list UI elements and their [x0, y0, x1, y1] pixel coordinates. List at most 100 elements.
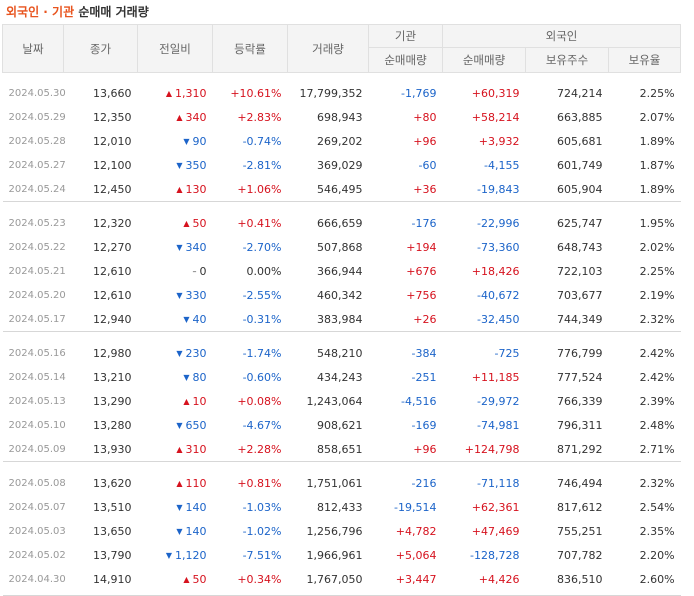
date-cell: 2024.05.16: [8, 347, 66, 359]
ratio-cell: 2.02%: [639, 240, 675, 254]
table-row: 2024.05.24 12,450 ▲ 130 +1.06% 546,495 +36 -19,…: [3, 177, 681, 202]
down-triangle-icon: ▼: [183, 314, 190, 324]
foreign-net-cell: +47,469: [471, 524, 520, 538]
down-triangle-icon: ▼: [176, 420, 183, 430]
inst-net-cell: +3,447: [395, 572, 437, 586]
table-row: 2024.05.10 13,280 ▼ 650 -4.67% 908,621 -169 -74…: [3, 413, 681, 437]
rate-cell: -7.51%: [242, 548, 282, 562]
change-cell: ▼ 340: [138, 235, 213, 259]
rate-cell: -1.74%: [242, 346, 282, 360]
holdings-cell: 724,214: [557, 86, 603, 100]
holdings-cell: 707,782: [557, 548, 603, 562]
rate-cell: +0.08%: [237, 394, 282, 408]
change-cell: ▼ 330: [138, 283, 213, 307]
rate-cell: +2.28%: [237, 442, 282, 456]
rate-cell: -2.81%: [242, 158, 282, 172]
holdings-cell: 766,339: [557, 394, 603, 408]
volume-cell: 812,433: [317, 500, 363, 514]
table-row: 2024.05.28 12,010 ▼ 90 -0.74% 269,202 +96 +3,93…: [3, 129, 681, 153]
close-cell: 13,650: [93, 524, 132, 538]
inst-net-cell: -169: [411, 418, 437, 432]
rate-cell: -1.02%: [242, 524, 282, 538]
ratio-cell: 2.20%: [639, 548, 675, 562]
up-triangle-icon: ▲: [176, 184, 183, 194]
table-row: 2024.05.14 13,210 ▼ 80 -0.60% 434,243 -251 +11,…: [3, 365, 681, 389]
volume-cell: 369,029: [317, 158, 363, 172]
date-cell: 2024.05.07: [8, 501, 66, 513]
close-cell: 12,610: [93, 264, 132, 278]
close-cell: 12,980: [93, 346, 132, 360]
close-cell: 12,350: [93, 110, 132, 124]
change-cell: ▼ 40: [138, 307, 213, 332]
change-value: 340: [185, 240, 207, 254]
ratio-cell: 2.07%: [639, 110, 675, 124]
inst-net-cell: +5,064: [395, 548, 437, 562]
holdings-cell: 817,612: [557, 500, 603, 514]
holdings-cell: 796,311: [557, 418, 603, 432]
holdings-cell: 703,677: [557, 288, 603, 302]
inst-net-cell: +4,782: [395, 524, 437, 538]
change-cell: ▲ 110: [138, 471, 213, 495]
date-cell: 2024.05.02: [8, 549, 66, 561]
rate-cell: -4.67%: [242, 418, 282, 432]
table-row: 2024.05.13 13,290 ▲ 10 +0.08% 1,243,064 -4,516…: [3, 389, 681, 413]
date-cell: 2024.05.24: [8, 183, 66, 195]
inst-net-cell: +26: [413, 312, 437, 326]
table-bottom-border: [2, 591, 681, 596]
table-body: 2024.05.30 13,660 ▲ 1,310 +10.61% 17,799,352-…: [2, 73, 681, 596]
table-row: 2024.05.17 12,940 ▼ 40 -0.31% 383,984 +26 -32,4…: [3, 307, 681, 332]
change-value: 140: [185, 524, 207, 538]
foreign-net-cell: -29,972: [477, 394, 520, 408]
close-cell: 13,280: [93, 418, 132, 432]
col-header-ratio: 보유율: [607, 47, 682, 73]
change-value: 230: [185, 346, 207, 360]
foreign-net-cell: -128,728: [470, 548, 520, 562]
table-row: 2024.05.30 13,660 ▲ 1,310 +10.61% 17,799,352 -…: [3, 81, 681, 105]
foreign-net-cell: -71,118: [477, 476, 520, 490]
change-cell: –0: [138, 259, 213, 283]
close-cell: 14,910: [93, 572, 132, 586]
ratio-cell: 2.42%: [639, 346, 675, 360]
foreign-net-cell: -725: [494, 346, 520, 360]
close-cell: 12,610: [93, 288, 132, 302]
change-value: 80: [192, 370, 207, 384]
rate-cell: -0.74%: [242, 134, 282, 148]
inst-net-cell: +756: [406, 288, 437, 302]
ratio-cell: 2.60%: [639, 572, 675, 586]
col-header-rate: 등락률: [212, 24, 288, 73]
close-cell: 12,100: [93, 158, 132, 172]
rate-cell: +2.83%: [237, 110, 282, 124]
separator-cell: [2, 461, 681, 471]
ratio-cell: 2.25%: [639, 264, 675, 278]
date-cell: 2024.05.27: [8, 159, 66, 171]
holdings-cell: 605,904: [557, 182, 603, 196]
volume-cell: 858,651: [317, 442, 363, 456]
foreign-net-cell: +58,214: [471, 110, 520, 124]
change-cell: ▲ 340: [138, 105, 213, 129]
change-value: 310: [185, 442, 207, 456]
table-row: 2024.05.16 12,980 ▼ 230 -1.74% 548,210 -384 -72…: [3, 341, 681, 365]
change-cell: ▼ 80: [138, 365, 213, 389]
table-row: 2024.05.08 13,620 ▲ 110 +0.81% 1,751,061 -216 -…: [3, 471, 681, 495]
volume-cell: 434,243: [317, 370, 363, 384]
ratio-cell: 1.89%: [639, 182, 675, 196]
foreign-net-cell: -4,155: [484, 158, 520, 172]
inst-net-cell: +80: [413, 110, 437, 124]
close-cell: 13,210: [93, 370, 132, 384]
change-value: 1,120: [175, 548, 207, 562]
down-triangle-icon: ▼: [176, 526, 183, 536]
ratio-cell: 2.35%: [639, 524, 675, 538]
inst-net-cell: -60: [418, 158, 437, 172]
date-cell: 2024.05.13: [8, 395, 66, 407]
inst-net-cell: +194: [406, 240, 437, 254]
close-cell: 13,620: [93, 476, 132, 490]
down-triangle-icon: ▼: [176, 242, 183, 252]
volume-cell: 1,751,061: [306, 476, 363, 490]
separator-cell: [2, 201, 681, 211]
change-value: 90: [192, 134, 207, 148]
col-header-change: 전일비: [137, 24, 213, 73]
date-cell: 2024.05.21: [8, 265, 66, 277]
holdings-cell: 744,349: [557, 312, 603, 326]
date-cell: 2024.05.30: [8, 87, 66, 99]
foreign-net-cell: -32,450: [477, 312, 520, 326]
